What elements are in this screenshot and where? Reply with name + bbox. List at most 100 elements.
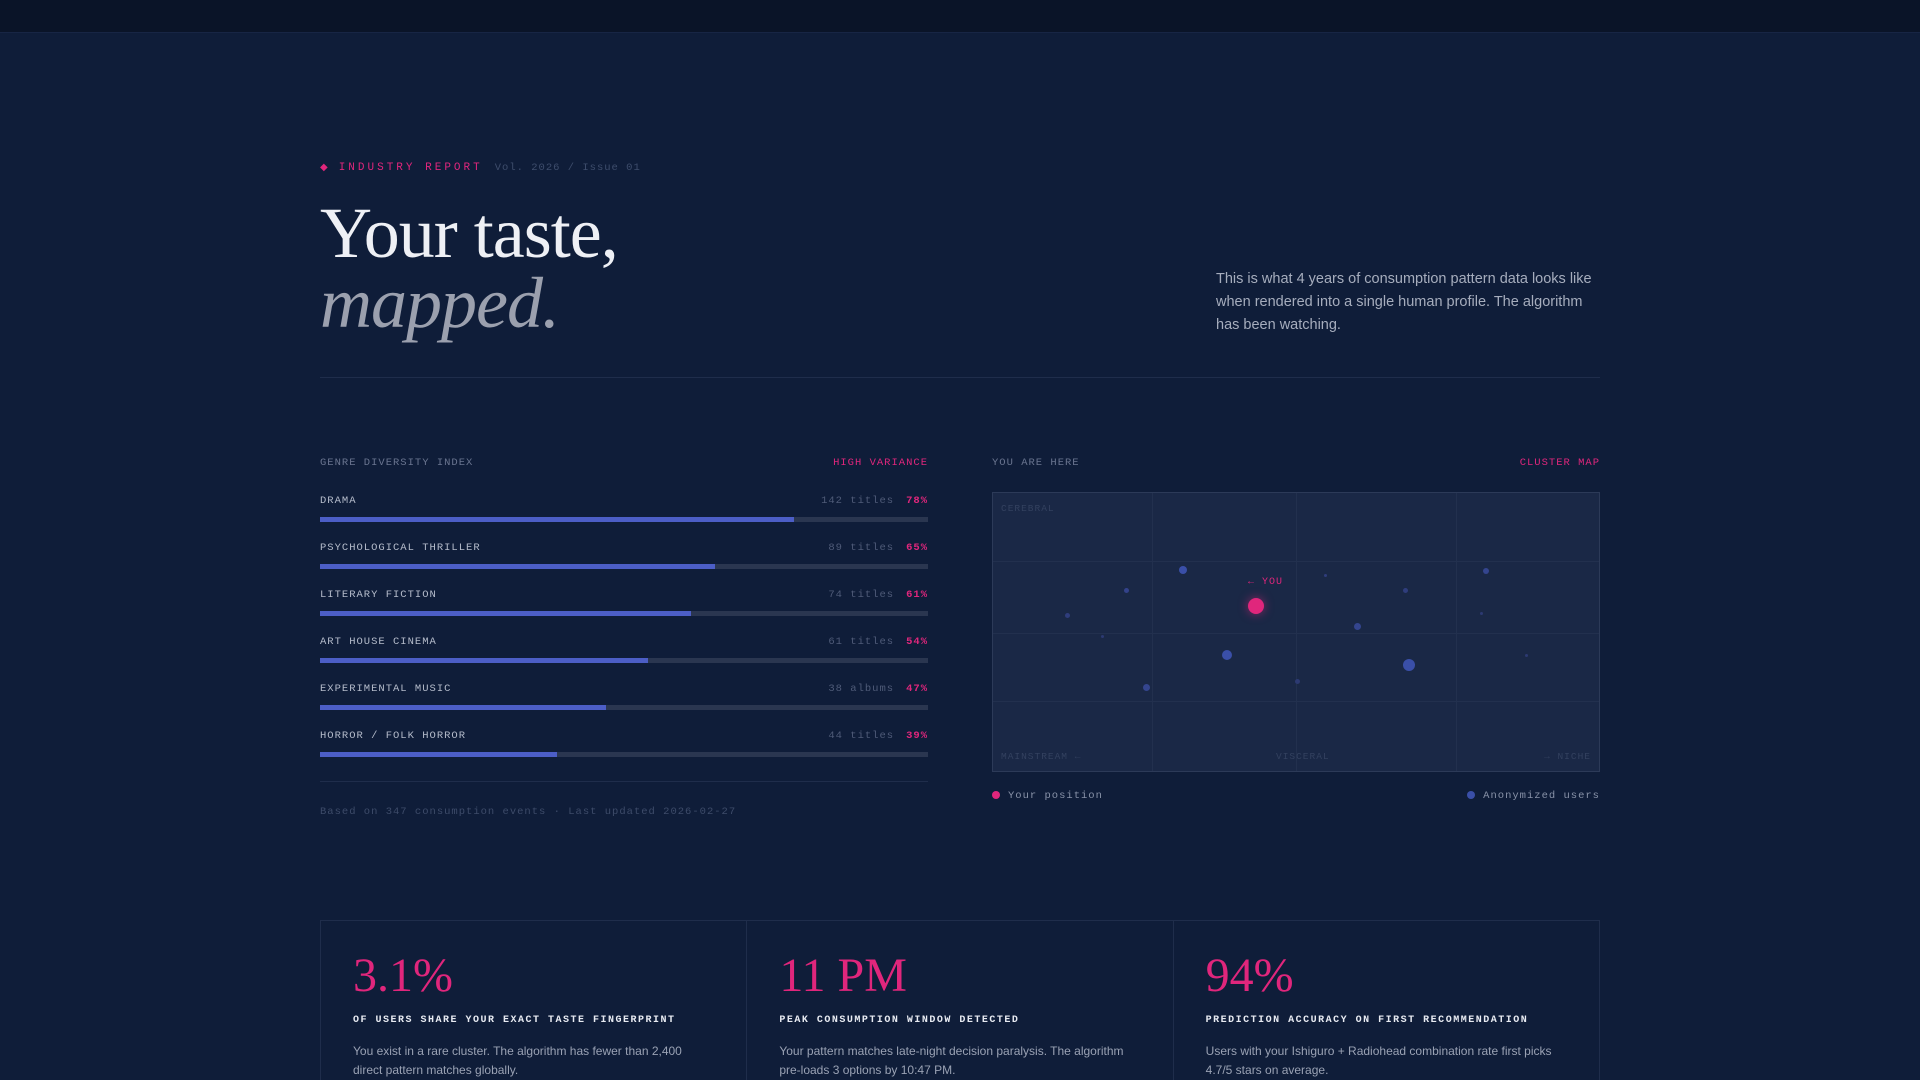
grid-line bbox=[993, 561, 1599, 562]
legend-you-label: Your position bbox=[1008, 790, 1103, 802]
variance-badge: HIGH VARIANCE bbox=[833, 457, 928, 469]
genre-bar-fill bbox=[320, 705, 606, 710]
genre-name: DRAMA bbox=[320, 495, 357, 507]
intro-text: This is what 4 years of consumption patt… bbox=[1216, 271, 1592, 333]
user-dot bbox=[1403, 659, 1415, 671]
stat-card: 3.1% OF USERS SHARE YOUR EXACT TASTE FIN… bbox=[321, 921, 748, 1080]
genre-diversity-panel: GENRE DIVERSITY INDEX HIGH VARIANCE DRAM… bbox=[320, 457, 928, 818]
user-dot bbox=[1222, 650, 1232, 660]
cluster-map[interactable]: CEREBRAL MAINSTREAM ← VISCERAL → NICHE ←… bbox=[992, 492, 1600, 772]
genre-count: 89 titles bbox=[828, 542, 895, 554]
your-position-dot[interactable] bbox=[1248, 598, 1264, 614]
genre-row: EXPERIMENTAL MUSIC 38 albums 47% bbox=[320, 683, 928, 730]
genre-row: HORROR / FOLK HORROR 44 titles 39% bbox=[320, 730, 928, 777]
legend-others: Anonymized users bbox=[1467, 790, 1600, 802]
genre-bar-fill bbox=[320, 564, 716, 569]
title-line-1: Your taste, bbox=[320, 193, 619, 273]
stat-caption: OF USERS SHARE YOUR EXACT TASTE FINGERPR… bbox=[353, 1015, 676, 1026]
blue-dot-icon bbox=[1467, 791, 1476, 799]
cluster-map-badge: CLUSTER MAP bbox=[1519, 457, 1600, 469]
grid-line bbox=[1152, 493, 1153, 771]
genre-row: DRAMA 142 titles 78% bbox=[320, 495, 928, 542]
you-label: ← YOU bbox=[1248, 577, 1284, 588]
genre-percent: 54% bbox=[906, 636, 928, 648]
genre-count: 38 albums bbox=[828, 683, 895, 695]
cluster-map-panel: YOU ARE HERE CLUSTER MAP CEREBRAL MAINST… bbox=[992, 457, 1600, 802]
user-dot bbox=[1065, 613, 1070, 618]
genre-bar bbox=[320, 705, 928, 710]
grid-line bbox=[1296, 493, 1297, 771]
user-dot bbox=[1124, 588, 1129, 593]
legend-others-label: Anonymized users bbox=[1483, 790, 1600, 802]
genre-row: PSYCHOLOGICAL THRILLER 89 titles 65% bbox=[320, 542, 928, 589]
title-line-2: mapped. bbox=[320, 263, 560, 343]
genre-name: LITERARY FICTION bbox=[320, 589, 437, 601]
panel-title: GENRE DIVERSITY INDEX bbox=[320, 457, 474, 469]
user-dot bbox=[1354, 623, 1361, 630]
axis-label-cerebral: CEREBRAL bbox=[1001, 503, 1055, 514]
stat-description: You exist in a rare cluster. The algorit… bbox=[353, 1044, 682, 1077]
genre-percent: 78% bbox=[906, 495, 928, 507]
map-legend: Your position Anonymized users bbox=[992, 790, 1600, 802]
issue-volume: Vol. 2026 / Issue 01 bbox=[494, 162, 641, 174]
genre-count: 44 titles bbox=[828, 730, 895, 742]
report-kicker: ◆ INDUSTRY REPORT Vol. 2026 / Issue 01 bbox=[320, 162, 641, 174]
divider bbox=[320, 781, 928, 782]
axis-label-mainstream: MAINSTREAM ← bbox=[1001, 751, 1082, 762]
stat-caption: PEAK CONSUMPTION WINDOW DETECTED bbox=[779, 1015, 1020, 1026]
genre-percent: 47% bbox=[906, 683, 928, 695]
legend-you: Your position bbox=[992, 790, 1103, 802]
stat-value: 11 PM bbox=[779, 949, 907, 1002]
genre-count: 142 titles bbox=[821, 495, 895, 507]
user-dot bbox=[1483, 568, 1489, 574]
user-dot bbox=[1101, 635, 1104, 638]
axis-label-niche: → NICHE bbox=[1544, 751, 1591, 762]
genre-bar-fill bbox=[320, 658, 649, 663]
genre-bar-fill bbox=[320, 611, 691, 616]
diamond-icon: ◆ bbox=[320, 163, 331, 174]
genre-bar-fill bbox=[320, 517, 795, 522]
user-dot bbox=[1403, 588, 1408, 593]
genre-percent: 61% bbox=[906, 589, 928, 601]
genre-row: LITERARY FICTION 74 titles 61% bbox=[320, 589, 928, 636]
stat-card: 94% PREDICTION ACCURACY ON FIRST RECOMME… bbox=[1174, 921, 1599, 1080]
user-dot bbox=[1179, 566, 1187, 574]
grid-line bbox=[993, 633, 1599, 634]
stat-card: 11 PM PEAK CONSUMPTION WINDOW DETECTED Y… bbox=[747, 921, 1174, 1080]
genre-bar-fill bbox=[320, 752, 558, 757]
divider bbox=[320, 377, 1600, 378]
data-footnote: Based on 347 consumption events · Last u… bbox=[320, 806, 737, 818]
stat-description: Your pattern matches late-night decision… bbox=[779, 1044, 1124, 1077]
genre-bar bbox=[320, 752, 928, 757]
genre-name: HORROR / FOLK HORROR bbox=[320, 730, 467, 742]
genre-percent: 65% bbox=[906, 542, 928, 554]
genre-count: 74 titles bbox=[828, 589, 895, 601]
axis-label-visceral: VISCERAL bbox=[1276, 751, 1330, 762]
genre-bar bbox=[320, 658, 928, 663]
genre-bar bbox=[320, 517, 928, 522]
genre-name: PSYCHOLOGICAL THRILLER bbox=[320, 542, 481, 554]
pink-dot-icon bbox=[992, 791, 1000, 799]
user-dot bbox=[1480, 612, 1483, 615]
genre-bar bbox=[320, 564, 928, 569]
user-dot bbox=[1525, 654, 1528, 657]
user-dot bbox=[1295, 679, 1300, 684]
genre-name: ART HOUSE CINEMA bbox=[320, 636, 437, 648]
stats-row: 3.1% OF USERS SHARE YOUR EXACT TASTE FIN… bbox=[320, 920, 1600, 1080]
page-title: Your taste, mapped. bbox=[320, 197, 619, 343]
top-bar bbox=[0, 0, 1920, 33]
genre-percent: 39% bbox=[906, 730, 928, 742]
genre-count: 61 titles bbox=[828, 636, 895, 648]
grid-line bbox=[1456, 493, 1457, 771]
genre-row: ART HOUSE CINEMA 61 titles 54% bbox=[320, 636, 928, 683]
stat-value: 3.1% bbox=[353, 949, 453, 1002]
kicker-label: INDUSTRY REPORT bbox=[338, 162, 483, 174]
stat-value: 94% bbox=[1205, 949, 1294, 1002]
stat-description: Users with your Ishiguro + Radiohead com… bbox=[1205, 1044, 1552, 1077]
stat-caption: PREDICTION ACCURACY ON FIRST RECOMMENDAT… bbox=[1205, 1015, 1529, 1026]
genre-bar bbox=[320, 611, 928, 616]
genre-name: EXPERIMENTAL MUSIC bbox=[320, 683, 452, 695]
panel-title: YOU ARE HERE bbox=[992, 457, 1080, 469]
user-dot bbox=[1324, 574, 1327, 577]
genre-list: DRAMA 142 titles 78% PSYCHOLOGICAL THRILL… bbox=[320, 495, 928, 777]
